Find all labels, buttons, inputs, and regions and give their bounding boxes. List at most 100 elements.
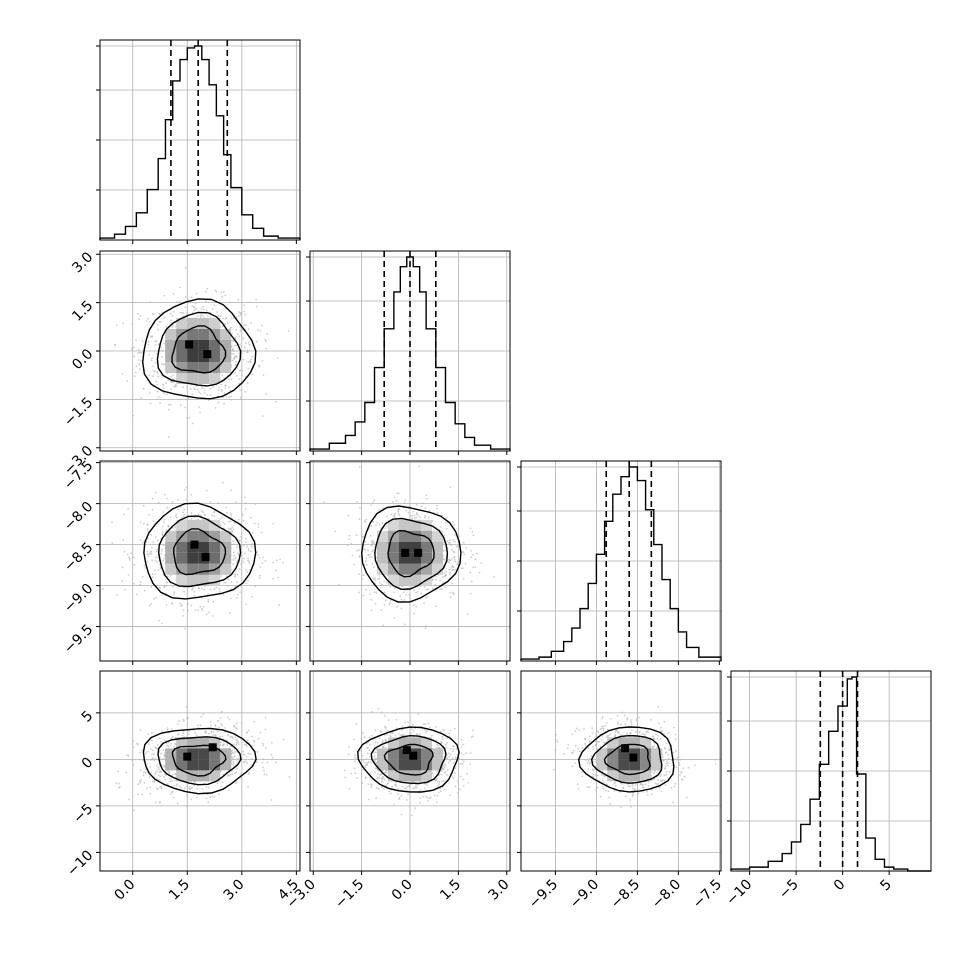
sample-point [419,797,421,799]
sample-point [440,588,442,590]
sample-point [420,789,422,791]
sample-point [172,315,174,317]
sample-point [138,313,140,315]
panel-3-3-grid [731,671,931,871]
sample-point [395,719,397,721]
sample-point [240,774,242,776]
sample-point [432,588,434,590]
sample-point [172,374,174,376]
sample-point [648,782,650,784]
sample-point [417,784,419,786]
sample-point [236,767,238,769]
sample-point [436,795,438,797]
sample-point [166,498,168,500]
sample-point [592,749,594,751]
sample-point [575,745,577,747]
sample-point [193,306,195,308]
sample-point [239,378,241,380]
sample-point [362,595,364,597]
sample-point [223,744,225,746]
sample-point [454,541,456,543]
sample-point [160,321,162,323]
sample-point [175,515,177,517]
sample-point [215,587,217,589]
sample-point [362,760,364,762]
sample-point [368,554,370,556]
sample-point [425,796,427,798]
sample-point [353,564,355,566]
sample-point [248,550,250,552]
sample-point [173,386,175,388]
density-cell [187,553,198,564]
sample-point [184,628,186,630]
joint-3-0 [116,706,291,811]
sample-point [218,726,220,728]
sample-point [254,523,256,525]
sample-point [179,287,181,289]
sample-point [240,397,242,399]
sample-point [222,374,224,376]
density-peak-1 [209,743,217,751]
sample-point [344,770,346,772]
sample-point [216,311,218,313]
sample-point [388,603,390,605]
sample-point [152,780,154,782]
sample-point [416,504,418,506]
sample-point [354,754,356,756]
sample-point [242,751,244,753]
sample-point [159,313,161,315]
sample-point [218,389,220,391]
sample-point [454,559,456,561]
sample-point [160,568,162,570]
sample-point [370,761,372,763]
sample-point [232,563,234,565]
sample-point [393,592,395,594]
sample-point [369,749,371,751]
sample-point [435,780,437,782]
sample-point [186,417,188,419]
sample-point [443,780,445,782]
sample-point [220,384,222,386]
sample-point [247,351,249,353]
sample-point [156,748,158,750]
sample-point [148,514,150,516]
sample-point [264,560,266,562]
sample-point [439,580,441,582]
sample-point [233,555,235,557]
sample-point [156,562,158,564]
sample-point [396,606,398,608]
sample-point [452,775,454,777]
sample-point [145,772,147,774]
sample-point [246,571,248,573]
sample-point [272,523,274,525]
sample-point [164,364,166,366]
sample-point [404,722,406,724]
sample-point [457,781,459,783]
sample-point [376,778,378,780]
sample-point [424,586,426,588]
sample-point [452,521,454,523]
sample-point [236,544,238,546]
sample-point [239,540,241,542]
sample-point [443,534,445,536]
sample-point [448,569,450,571]
panel-3-1-ticks [306,713,507,875]
sample-point [419,733,421,735]
sample-point [149,301,151,303]
sample-point [149,605,151,607]
sample-point [585,745,587,747]
sample-point [254,585,256,587]
sample-point [183,514,185,516]
sample-point [178,302,180,304]
sample-point [470,752,472,754]
sample-point [271,799,273,801]
sample-point [354,772,356,774]
sample-point [220,723,222,725]
sample-point [245,541,247,543]
sample-point [369,737,371,739]
sample-point [250,361,252,363]
sample-point [123,513,125,515]
sample-point [454,569,456,571]
density-peak-1 [414,549,422,557]
sample-point [578,729,580,731]
